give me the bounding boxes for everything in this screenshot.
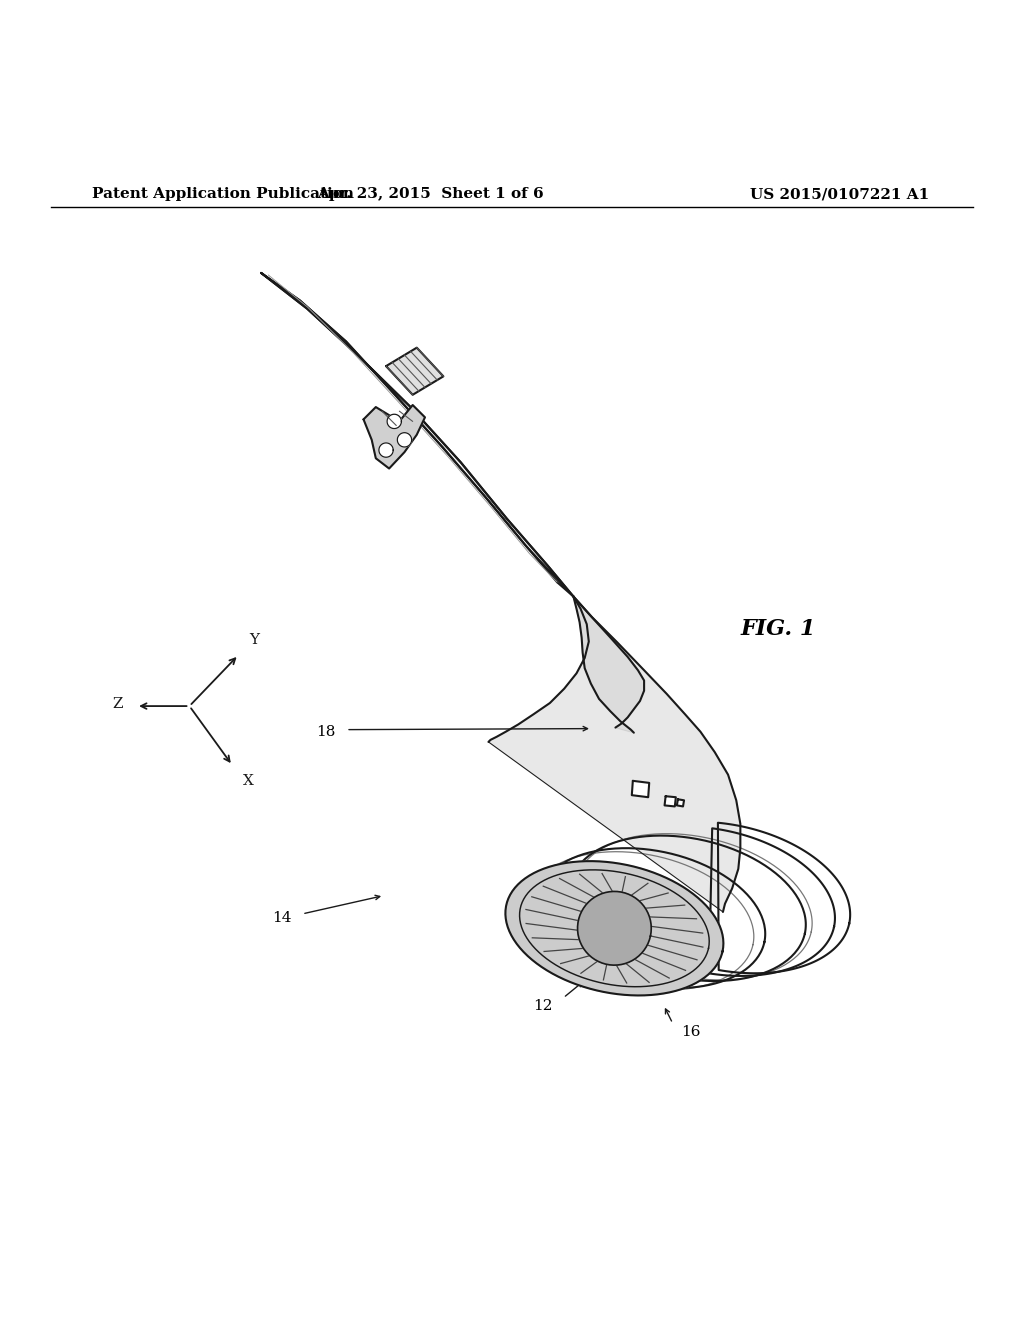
Polygon shape bbox=[677, 800, 684, 807]
Text: 14: 14 bbox=[272, 911, 292, 925]
Text: US 2015/0107221 A1: US 2015/0107221 A1 bbox=[750, 187, 930, 201]
Text: 18: 18 bbox=[316, 725, 336, 739]
Text: 16: 16 bbox=[681, 1024, 700, 1039]
Polygon shape bbox=[632, 781, 649, 797]
Polygon shape bbox=[573, 597, 644, 733]
Text: X: X bbox=[243, 774, 254, 788]
Text: Apr. 23, 2015  Sheet 1 of 6: Apr. 23, 2015 Sheet 1 of 6 bbox=[316, 187, 544, 201]
Polygon shape bbox=[506, 861, 723, 995]
Text: Z: Z bbox=[113, 697, 123, 711]
Polygon shape bbox=[261, 273, 573, 597]
Polygon shape bbox=[397, 433, 412, 447]
Polygon shape bbox=[488, 597, 740, 912]
Polygon shape bbox=[578, 891, 651, 965]
Polygon shape bbox=[665, 796, 676, 807]
Polygon shape bbox=[379, 444, 393, 457]
Text: 12: 12 bbox=[534, 999, 553, 1014]
Polygon shape bbox=[386, 347, 443, 395]
Text: Patent Application Publication: Patent Application Publication bbox=[92, 187, 354, 201]
Polygon shape bbox=[364, 405, 425, 469]
Text: FIG. 1: FIG. 1 bbox=[740, 618, 816, 640]
Text: Y: Y bbox=[249, 632, 259, 647]
Polygon shape bbox=[387, 414, 401, 429]
